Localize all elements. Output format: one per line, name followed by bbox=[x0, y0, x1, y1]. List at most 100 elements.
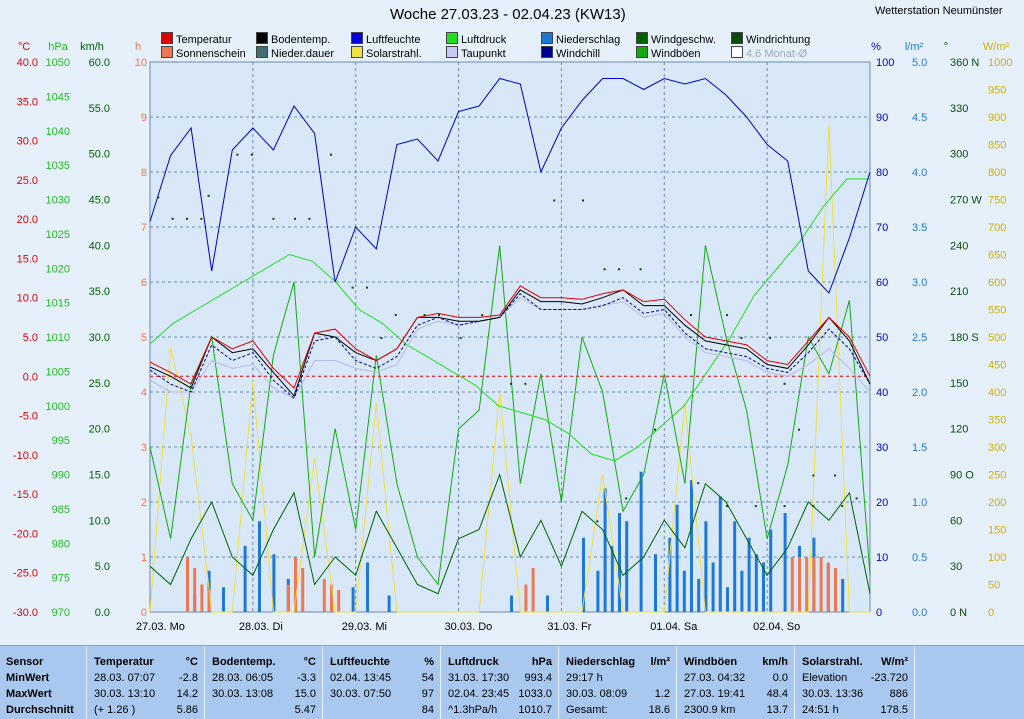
legend-item: Windchill bbox=[541, 46, 600, 60]
table-column: Windböen km/h 27.03. 04:32 0.0 27.03. 19:41 4… bbox=[676, 646, 795, 719]
table-column: Niederschlag l/m² 29:17 h 30.03. 08:09 1.2 Ge… bbox=[558, 646, 677, 719]
precip-bar bbox=[272, 554, 276, 612]
wind-direction-dot bbox=[769, 337, 772, 339]
solar-tick-label: 700 bbox=[988, 222, 1006, 234]
solar-tick-label: 450 bbox=[988, 360, 1006, 372]
temp-tick-label: -30.0 bbox=[13, 607, 38, 619]
table-cell-value: -23.720 bbox=[870, 672, 908, 684]
wind-direction-dot bbox=[553, 199, 556, 202]
legend-item: Niederschlag bbox=[541, 32, 620, 46]
temp-tick-label: -25.0 bbox=[13, 568, 38, 580]
legend-swatch bbox=[636, 32, 648, 44]
table-cell-label: 27.03. 04:32 bbox=[684, 672, 746, 684]
pressure-tick-label: 1030 bbox=[46, 195, 70, 207]
wind-speed-line bbox=[149, 472, 871, 595]
temp-tick-label: 15.0 bbox=[17, 253, 38, 265]
temp-tick-label: 30.0 bbox=[17, 136, 38, 148]
table-column-unit: km/h bbox=[762, 656, 788, 668]
wind-direction-dot bbox=[481, 314, 484, 317]
direction-tick-label: 60 bbox=[950, 515, 962, 527]
legend-label: Sonnenschein bbox=[176, 48, 246, 60]
legend-swatch bbox=[446, 32, 458, 44]
table-column-header: Bodentemp. bbox=[212, 656, 276, 668]
table-cell-value: -2.8 bbox=[179, 672, 198, 684]
legend-swatch bbox=[446, 46, 458, 58]
precip-unit-label: l/m² bbox=[905, 41, 924, 53]
humidity-tick-label: 30 bbox=[876, 442, 888, 454]
legend-swatch bbox=[731, 46, 743, 58]
wind-direction-dot bbox=[625, 497, 628, 500]
temp-tick-label: -5.0 bbox=[19, 411, 38, 423]
temperature-line bbox=[149, 285, 871, 389]
precip-bar bbox=[258, 521, 261, 612]
legend-label: Taupunkt bbox=[461, 48, 506, 60]
chart-title: Woche 27.03.23 - 02.04.23 (KW13) bbox=[390, 6, 626, 23]
table-column-header: Temperatur bbox=[94, 656, 154, 668]
temp-tick-label: 25.0 bbox=[17, 175, 38, 187]
table-cell-value: 54 bbox=[421, 672, 434, 684]
table-column-header: Luftfeuchte bbox=[330, 656, 390, 668]
solar-tick-label: 550 bbox=[988, 305, 1006, 317]
sunshine-bar bbox=[286, 584, 290, 612]
precip-tick-label: 5.0 bbox=[912, 57, 927, 69]
sunshine-bar bbox=[834, 568, 837, 612]
table-cell-value: 1.2 bbox=[654, 688, 670, 700]
precip-bar bbox=[387, 595, 391, 612]
hours-unit-label: h bbox=[135, 41, 141, 53]
sunshine-bar bbox=[524, 584, 528, 612]
table-cell-value: 993.4 bbox=[524, 672, 552, 684]
legend-item: Temperatur bbox=[161, 32, 232, 46]
solar-radiation-line bbox=[149, 124, 870, 613]
legend-swatch bbox=[541, 46, 553, 58]
humidity-tick-label: 100 bbox=[876, 57, 894, 69]
wind-direction-dot bbox=[330, 153, 332, 156]
table-cell-label: Gesamt: bbox=[566, 704, 608, 716]
legend-label: Luftdruck bbox=[461, 34, 507, 46]
wind-gusts-line bbox=[149, 245, 871, 586]
solar-tick-label: 600 bbox=[988, 277, 1006, 289]
legend-swatch bbox=[161, 32, 173, 44]
sunshine-bar bbox=[790, 557, 794, 612]
stats-table: Sensor MinWert MaxWert Durchschnitt Temperat… bbox=[0, 645, 1024, 719]
table-cell-label: 02.04. 13:45 bbox=[330, 672, 392, 684]
x-tick-label: 01.04. Sa bbox=[650, 621, 698, 633]
precip-bar bbox=[654, 554, 657, 612]
precip-bar bbox=[603, 488, 607, 612]
table-column-unit: W/m² bbox=[881, 656, 908, 668]
precip-tick-label: 4.5 bbox=[912, 112, 927, 124]
table-row-headers: Sensor MinWert MaxWert Durchschnitt bbox=[0, 646, 87, 719]
precip-bar bbox=[351, 587, 355, 612]
wind-tick-label: 15.0 bbox=[89, 470, 110, 482]
table-cell-label: 24:51 h bbox=[802, 704, 839, 716]
wind-direction-dot bbox=[639, 268, 642, 271]
legend-label: Luftfeuchte bbox=[366, 34, 421, 46]
wind-direction-dot bbox=[841, 505, 844, 508]
table-cell-value: 13.7 bbox=[766, 704, 788, 716]
humidity-tick-label: 40 bbox=[876, 387, 888, 399]
pressure-unit-label: hPa bbox=[48, 41, 68, 53]
direction-tick-label: 240 bbox=[950, 240, 968, 252]
table-column-unit: % bbox=[424, 656, 434, 668]
precip-bar bbox=[675, 504, 679, 612]
legend-item: Windrichtung bbox=[731, 32, 810, 46]
legend-label: Nieder.dauer bbox=[271, 48, 334, 60]
wind-direction-dot bbox=[438, 314, 440, 317]
solar-tick-label: 900 bbox=[988, 112, 1006, 124]
table-cell-label: ^1.3hPa/h bbox=[448, 704, 498, 716]
table-cell-label: 30.03. 13:10 bbox=[94, 688, 156, 700]
table-cell-value: 14.2 bbox=[176, 688, 198, 700]
wind-direction-dot bbox=[394, 314, 397, 317]
table-cell-label: 02.04. 23:45 bbox=[448, 688, 510, 700]
legend-item: Windgeschw. bbox=[636, 32, 716, 46]
legend-label: Niederschlag bbox=[556, 34, 621, 46]
solar-tick-label: 500 bbox=[988, 332, 1006, 344]
legend-label: Windböen bbox=[651, 48, 701, 60]
legend-swatch bbox=[256, 46, 268, 58]
wind-tick-label: 10.0 bbox=[89, 515, 110, 527]
precip-bar bbox=[682, 570, 686, 612]
table-row-header: MaxWert bbox=[6, 688, 52, 700]
table-row-header: Sensor bbox=[6, 656, 44, 668]
wind-direction-dot bbox=[812, 474, 815, 477]
humidity-tick-label: 10 bbox=[876, 552, 888, 564]
